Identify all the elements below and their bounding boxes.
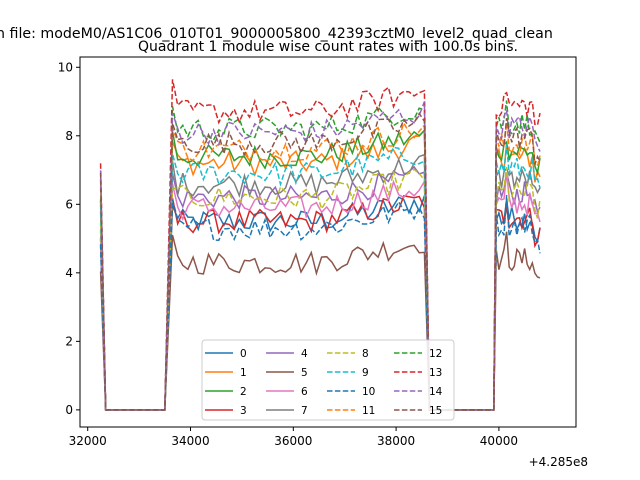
series-line-8 bbox=[99, 167, 541, 411]
y-tick-label: 2 bbox=[65, 334, 73, 348]
legend-label-0: 0 bbox=[240, 348, 247, 360]
legend-label-14: 14 bbox=[429, 386, 443, 398]
plot-frame bbox=[79, 56, 577, 428]
y-tick-label: 0 bbox=[65, 403, 73, 417]
x-tick-label: 34000 bbox=[171, 434, 209, 448]
x-tick-label: 38000 bbox=[377, 434, 415, 448]
legend-label-13: 13 bbox=[429, 367, 442, 379]
legend-label-9: 9 bbox=[362, 367, 369, 379]
legend-label-2: 2 bbox=[240, 386, 247, 398]
y-axis: 0 2 4 6 8 10 bbox=[58, 60, 80, 417]
chart-title: Quadrant 1 module wise count rates with … bbox=[138, 39, 518, 55]
legend-frame bbox=[201, 339, 455, 421]
series-line-2 bbox=[99, 128, 541, 411]
y-tick-label: 8 bbox=[65, 129, 73, 143]
y-tick-label: 4 bbox=[65, 266, 73, 280]
x-offset-label: +4.285e8 bbox=[529, 455, 588, 469]
x-tick-label: 32000 bbox=[69, 434, 107, 448]
legend-label-10: 10 bbox=[362, 386, 375, 398]
series-line-14 bbox=[99, 101, 541, 411]
x-axis: 32000 34000 36000 38000 40000 bbox=[69, 427, 518, 448]
series-line-6 bbox=[99, 172, 541, 411]
legend-label-7: 7 bbox=[301, 405, 308, 417]
series-line-5 bbox=[99, 231, 541, 411]
legend-label-4: 4 bbox=[301, 348, 308, 360]
legend-label-15: 15 bbox=[429, 405, 442, 417]
y-tick-label: 6 bbox=[65, 197, 73, 211]
legend-label-6: 6 bbox=[301, 386, 308, 398]
series-line-13 bbox=[99, 79, 541, 411]
legend-label-1: 1 bbox=[240, 367, 247, 379]
series-line-4 bbox=[99, 165, 541, 411]
series-line-15 bbox=[99, 112, 541, 411]
legend-label-12: 12 bbox=[429, 348, 442, 360]
series-line-0 bbox=[99, 195, 541, 411]
series-line-11 bbox=[99, 121, 541, 411]
legend-label-5: 5 bbox=[301, 367, 308, 379]
series-line-10 bbox=[99, 194, 541, 411]
legend-label-3: 3 bbox=[240, 405, 247, 417]
x-tick-label: 36000 bbox=[274, 434, 312, 448]
y-tick-label: 10 bbox=[58, 60, 73, 74]
series-line-9 bbox=[99, 144, 541, 411]
chart-suptitle: n file: modeM0/AS1C06_010T01_9000005800_… bbox=[0, 26, 553, 42]
x-tick-label: 40000 bbox=[480, 434, 518, 448]
series-line-12 bbox=[99, 100, 541, 411]
plot-lines bbox=[99, 79, 541, 411]
legend-label-8: 8 bbox=[362, 348, 369, 360]
legend-label-11: 11 bbox=[362, 405, 375, 417]
